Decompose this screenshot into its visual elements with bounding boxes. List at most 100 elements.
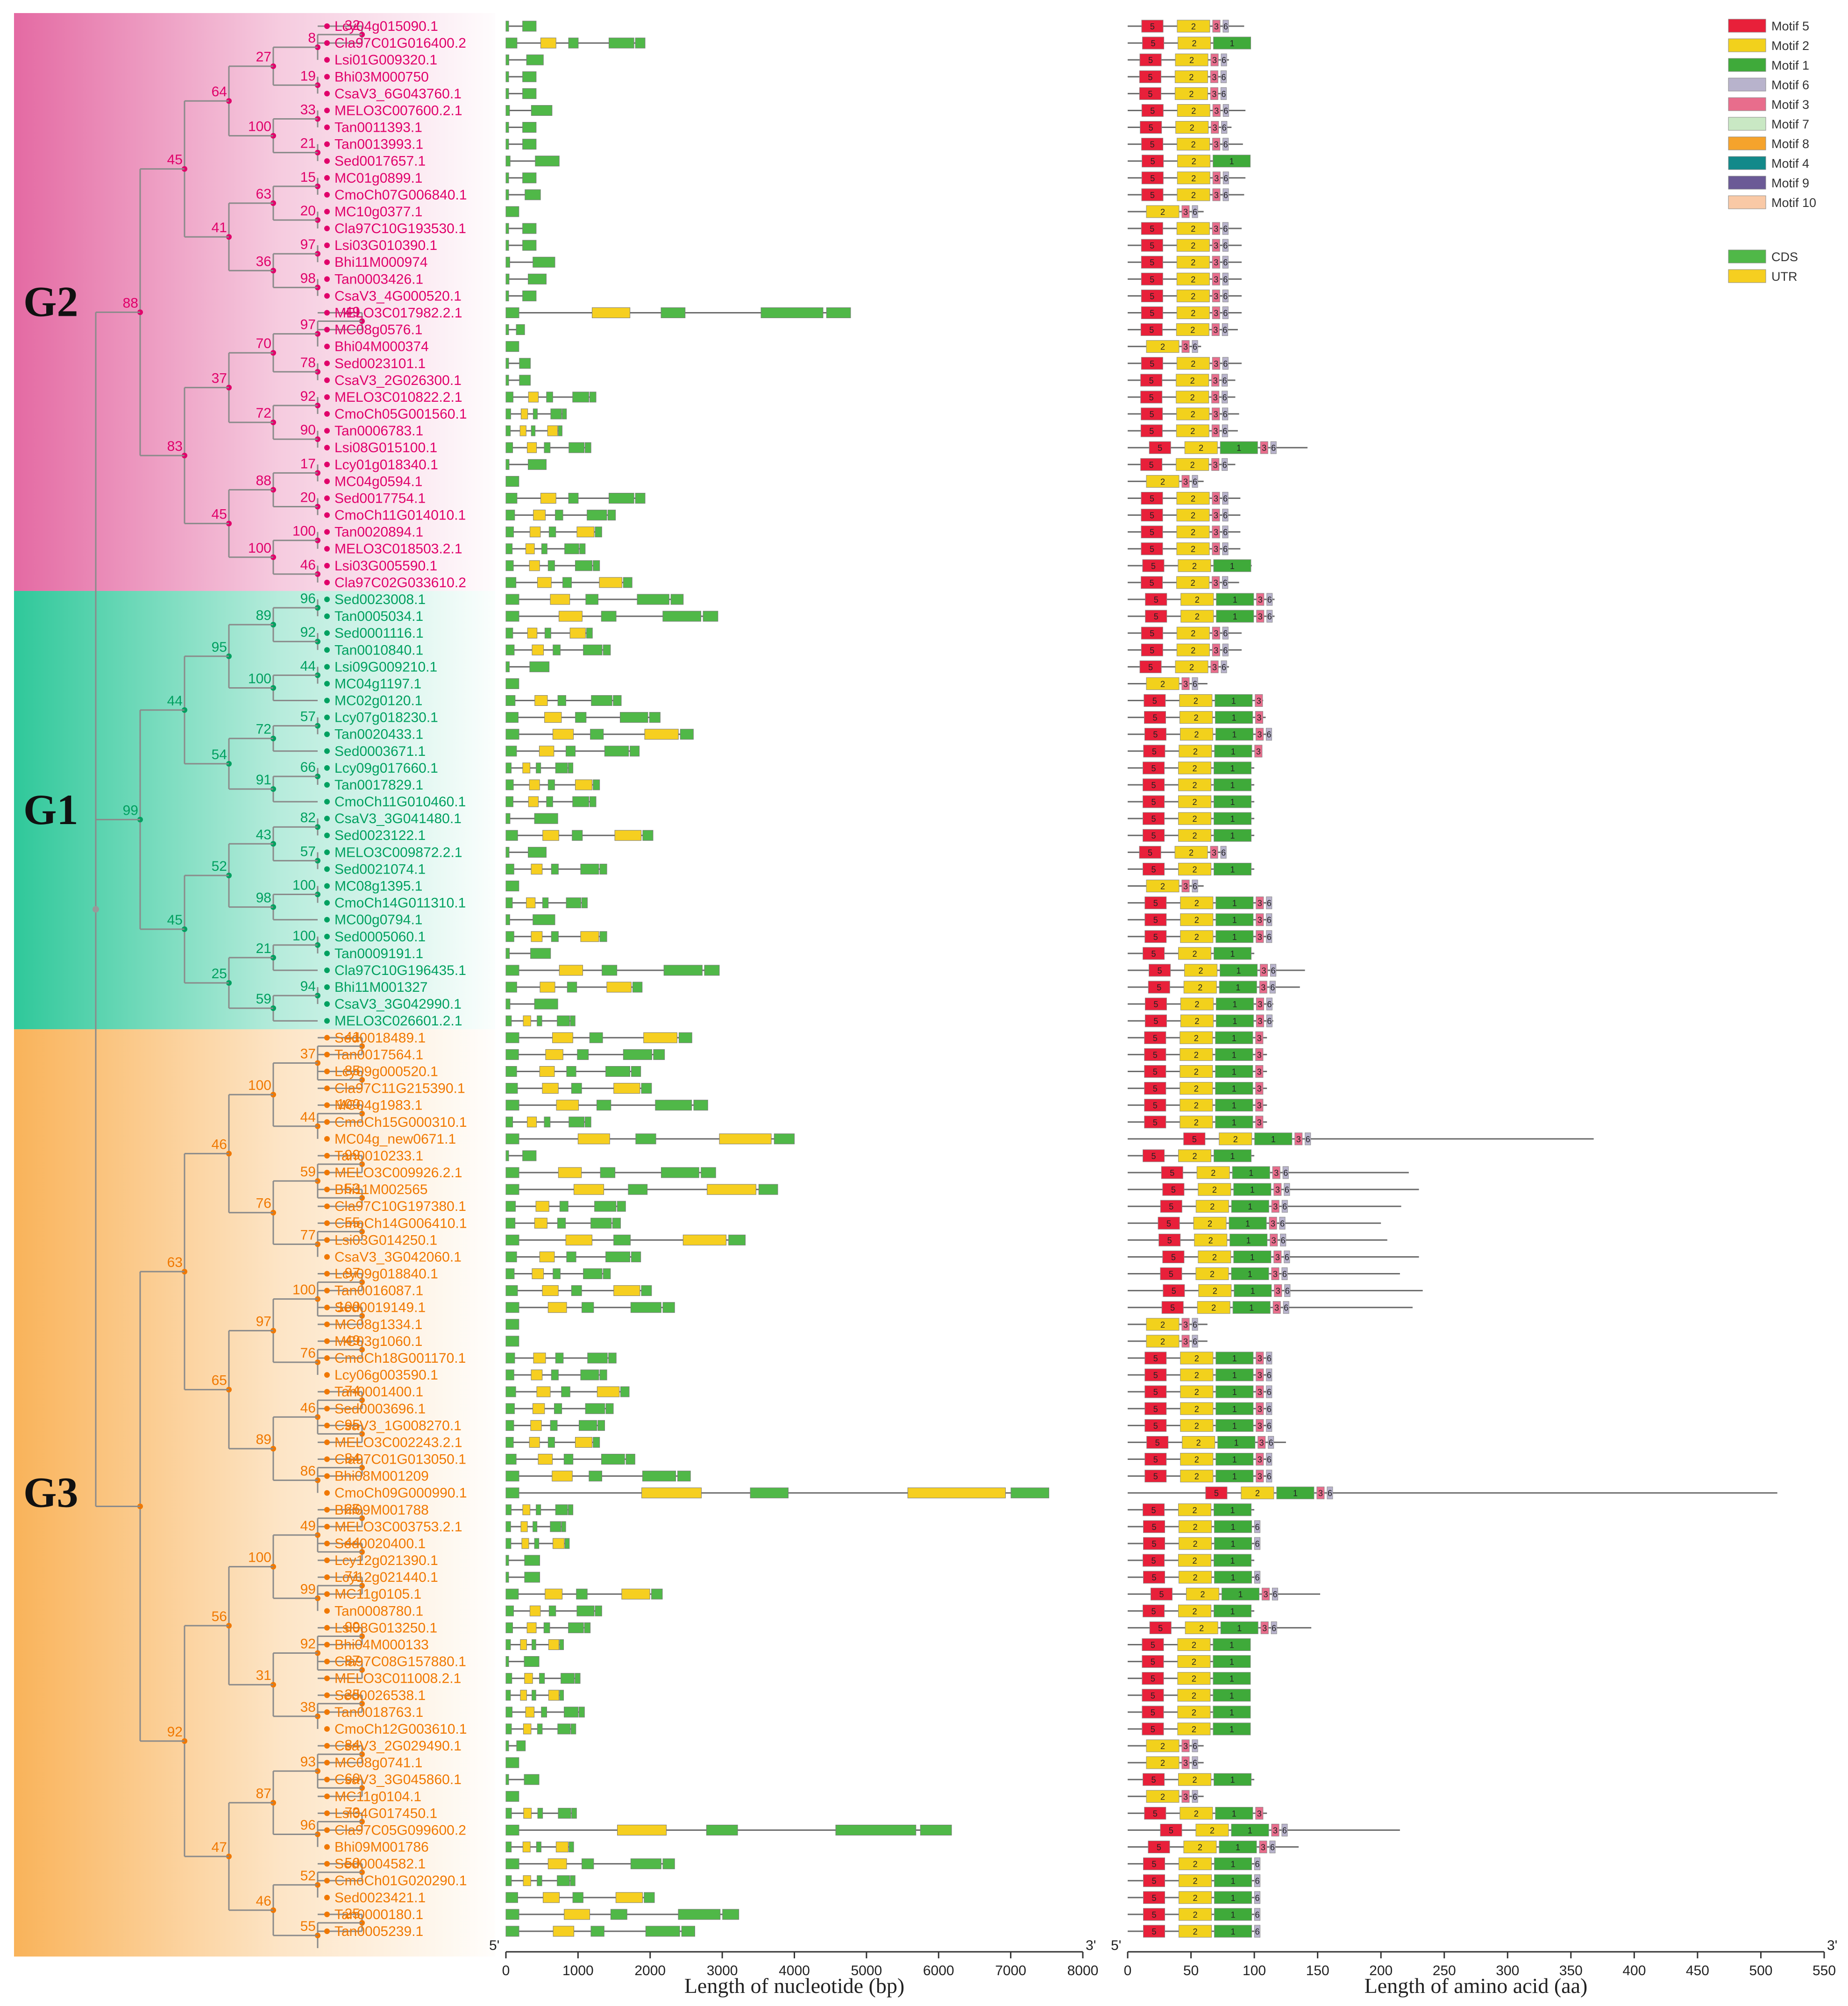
bootstrap-value: 92 [300,1636,316,1652]
motif-5-block [1140,458,1163,471]
motif-number: 1 [1230,1573,1235,1582]
motif-number: 6 [1222,662,1226,672]
motif-1-block [1214,829,1252,842]
motif-number: 6 [1221,72,1226,82]
utr-block [565,1234,593,1245]
cds-block [670,594,684,605]
motif-number: 3 [1258,1017,1262,1026]
motif-number: 6 [1267,1387,1272,1397]
gene-name: Bhi04M000374 [334,339,429,355]
motif-number: 6 [1267,1421,1272,1430]
motif-2-block [1180,896,1214,910]
gene-structure-row [505,139,537,150]
gene-name: Sed0023008.1 [334,592,426,607]
gene-structure-row [505,358,531,369]
gene-structure-row [505,1117,591,1128]
motif-3-block [1259,981,1267,994]
utr-block [519,425,526,436]
motif-number: 2 [1233,1135,1238,1144]
cds-block [505,425,511,436]
motif-5-block [1143,1857,1166,1871]
bootstrap-value: 25 [212,966,227,982]
motif-number: 2 [1192,1691,1196,1700]
cds-block [505,1100,519,1111]
cds-block [505,661,510,672]
bootstrap-value: 31 [256,1668,271,1683]
utr-block [536,1386,551,1397]
cds-block [572,391,590,403]
motif-2-block [1176,509,1210,522]
cds-block [580,863,599,875]
cds-block [761,307,824,319]
motif-2-block [1176,374,1209,387]
axis-tick-label: 450 [1686,1963,1709,1978]
motif-number: 5 [1151,1893,1156,1903]
motif-1-block [1214,1520,1252,1533]
motif-number: 3 [1183,679,1188,689]
motif-number: 1 [1237,1623,1242,1633]
motif-number: 5 [1150,275,1154,284]
gene-marker [324,1574,330,1580]
utr-block [535,1201,549,1212]
motif-number: 2 [1191,174,1196,183]
gene-structure-row [505,1049,665,1060]
gene-name: Sed0026538.1 [334,1688,426,1703]
cds-block [605,1066,631,1077]
bootstrap-value: 60 [345,1771,360,1786]
gene-name: Sed0017657.1 [334,154,426,169]
gene-name: CmoCh11G010460.1 [334,794,466,810]
motif-number: 5 [1150,140,1155,149]
motif-1-block [1230,1233,1268,1246]
motif-6-block [1254,1874,1261,1887]
cds-block [561,1673,575,1684]
motif-number: 5 [1150,22,1155,31]
gene-marker [324,1844,330,1850]
motif-5-block [1141,576,1163,589]
gene-marker [324,428,330,434]
motif-6-block [1223,104,1229,117]
motif-1-block [1232,1166,1270,1179]
bootstrap-value: 100 [337,1097,360,1112]
gene-name: CsaV3_3G045860.1 [334,1772,462,1787]
motif-number: 2 [1208,1236,1213,1245]
motif-number: 1 [1232,1101,1237,1110]
motif-2-block [1175,53,1208,66]
motif-number: 5 [1166,1219,1171,1228]
gene-structure-row [505,1521,566,1532]
motif-number: 6 [1280,1219,1285,1228]
cds-block [1010,1487,1049,1499]
gene-name: Lsi09G009210.1 [334,659,437,675]
gene-name: Tan0013993.1 [334,137,423,152]
cds-block [522,172,537,184]
motif-number: 2 [1194,1455,1199,1465]
utr-block [540,492,556,504]
motif-3-block [1256,1419,1264,1432]
utr-block [531,931,543,942]
gene-name: Sed0023421.1 [334,1890,426,1906]
motif-number: 2 [1193,1539,1197,1549]
motif-3-block [1212,188,1221,201]
motif-5-block [1142,155,1164,168]
bootstrap-value: 21 [256,941,271,956]
motif-number: 5 [1148,56,1153,65]
motif-2-block [1180,913,1214,926]
cds-block [505,1437,514,1448]
cds-block [585,1403,605,1414]
motif-number: 5 [1153,1050,1158,1060]
gene-marker [324,1692,330,1698]
motif-5-block [1141,256,1163,269]
cds-block [557,1015,570,1026]
gene-structure-row [505,1083,652,1094]
cds-block [655,1100,692,1111]
motif-number: 3 [1183,1320,1188,1330]
motif-number: 2 [1193,831,1197,840]
